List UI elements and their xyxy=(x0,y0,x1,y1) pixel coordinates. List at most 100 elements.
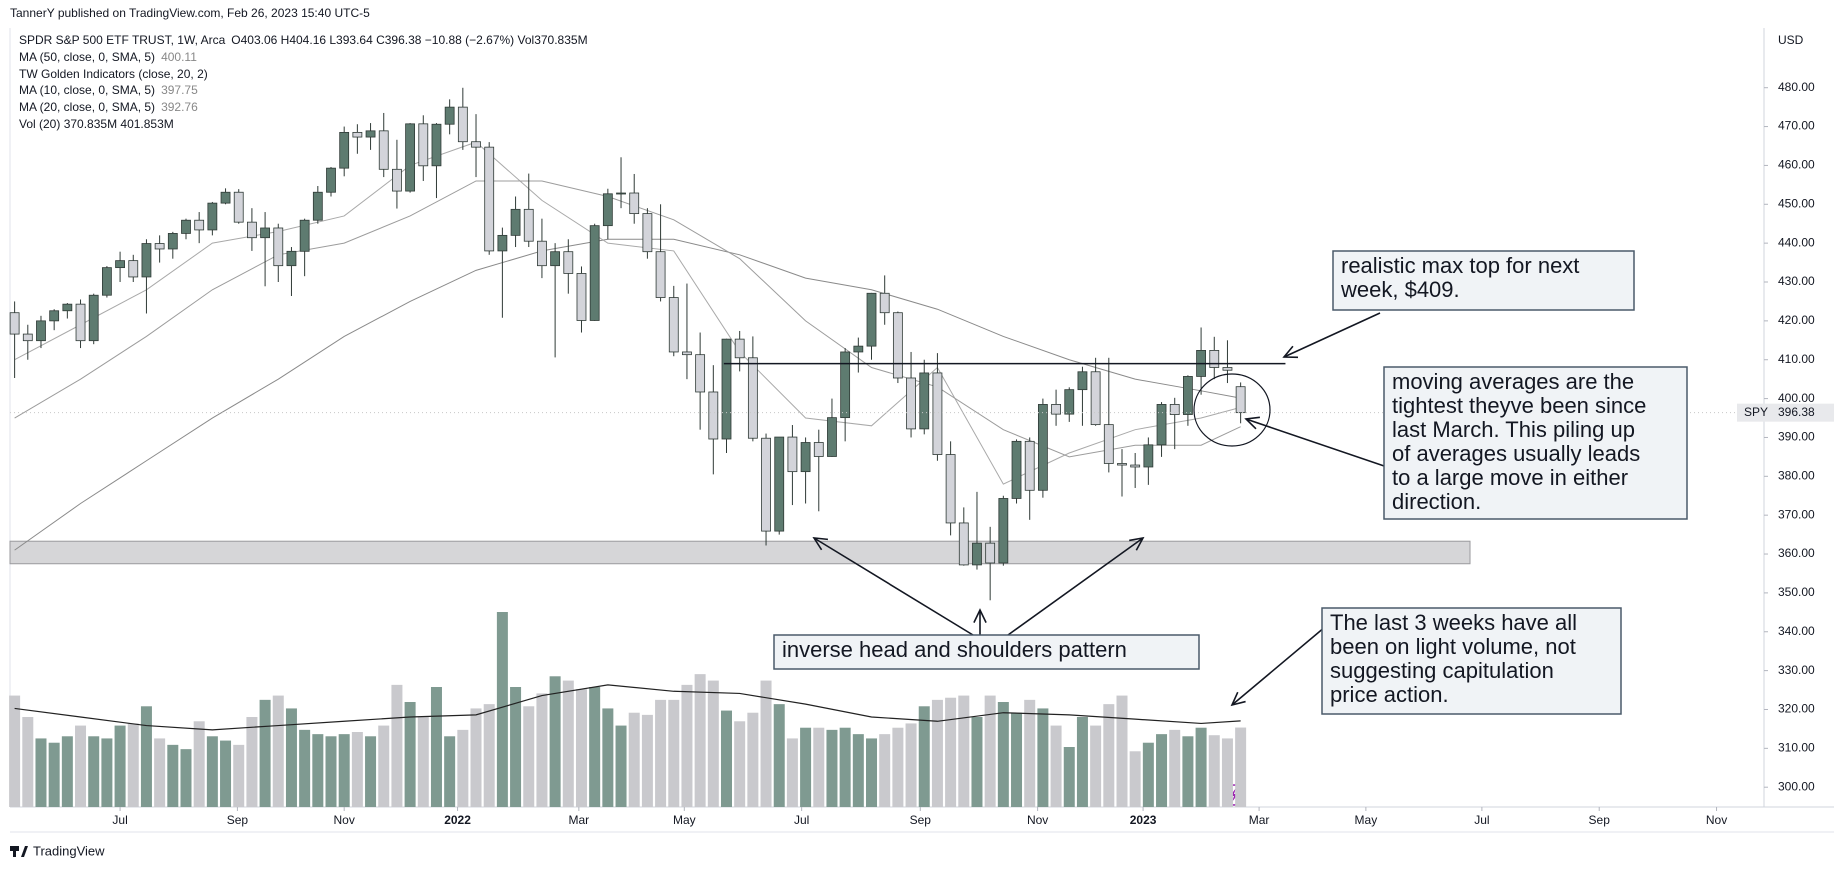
volume-bar xyxy=(905,723,917,807)
volume-bar xyxy=(206,736,218,807)
candle-body xyxy=(919,372,930,430)
volume-bar xyxy=(154,738,166,807)
volume-bar xyxy=(773,704,785,807)
symbol-tag: SPY xyxy=(1744,405,1768,419)
y-tick-label: 370.00 xyxy=(1778,507,1815,521)
volume-bar xyxy=(417,717,429,807)
note-line: to a large move in either xyxy=(1392,465,1628,490)
volume-bar xyxy=(628,712,640,807)
candle-body xyxy=(431,123,442,167)
candle-body xyxy=(378,130,389,170)
note-text: realistic max top for next week, $409. xyxy=(1340,253,1579,302)
volume-bar xyxy=(114,725,126,807)
volume-bar xyxy=(997,702,1009,807)
candle-body xyxy=(774,436,785,532)
volume-bar xyxy=(786,738,798,807)
volume-bar xyxy=(246,717,258,807)
y-tick-label: 380.00 xyxy=(1778,468,1815,482)
candle-body xyxy=(22,333,33,342)
volume-bar xyxy=(1235,727,1247,807)
volume-bar xyxy=(430,687,442,807)
arrow-head xyxy=(812,537,829,551)
volume-bar xyxy=(391,684,403,807)
arrow xyxy=(813,537,974,636)
volume-bar xyxy=(299,729,311,807)
candle-body xyxy=(537,240,547,267)
legend-text: Vol (20) 370.835M 401.853M xyxy=(19,117,174,131)
volume-bar xyxy=(457,729,469,807)
note-box xyxy=(1332,250,1635,311)
volume-bar xyxy=(813,727,825,807)
ma-line xyxy=(14,238,1241,551)
y-tick-label: 300.00 xyxy=(1778,779,1815,793)
arrow-head xyxy=(1244,416,1260,430)
candle-body xyxy=(734,338,745,359)
logo xyxy=(10,846,28,857)
legend-value: 392.76 xyxy=(161,100,198,114)
x-tick-label: Jul xyxy=(794,813,809,827)
volume-bar xyxy=(470,708,482,807)
volume-bar xyxy=(167,744,179,807)
legend-entry: TW Golden Indicators (close, 20, 2) xyxy=(19,67,208,81)
volume-bar xyxy=(272,695,284,807)
volume-bar xyxy=(549,676,561,807)
volume-bar xyxy=(61,736,73,807)
volume-bar xyxy=(800,727,812,807)
volume-bar xyxy=(351,732,363,807)
candle-body xyxy=(813,442,824,457)
arrow xyxy=(1231,626,1326,706)
volume-bar xyxy=(839,727,851,807)
volume-bar xyxy=(575,689,587,807)
candle-body xyxy=(312,191,323,221)
candle-body xyxy=(1130,464,1141,468)
candle-body xyxy=(972,542,982,566)
volume-bar xyxy=(48,742,60,807)
volume-bar xyxy=(1156,734,1168,807)
volume-bar xyxy=(1169,729,1181,807)
y-tick-label: 480.00 xyxy=(1778,80,1815,94)
candle-body xyxy=(655,251,666,298)
legend-text: MA (50, close, 0, SMA, 5) xyxy=(19,50,155,64)
y-tick-label: 430.00 xyxy=(1778,274,1815,288)
x-tick-label: Nov xyxy=(334,813,355,827)
volume-bar xyxy=(285,708,297,807)
candle-body xyxy=(101,267,112,296)
candle-body xyxy=(787,436,798,473)
candle-body xyxy=(194,219,205,231)
note-line: week, $409. xyxy=(1340,277,1460,302)
y-tick-label: 310.00 xyxy=(1778,741,1815,755)
y-tick-label: 390.00 xyxy=(1778,430,1815,444)
candle-body xyxy=(418,123,429,167)
volume-bar xyxy=(562,680,574,807)
candle-body xyxy=(1222,367,1233,371)
volume-bar xyxy=(1090,725,1102,807)
candle-body xyxy=(286,250,297,267)
candle-body xyxy=(1037,404,1048,491)
x-tick-label: Sep xyxy=(1589,813,1611,827)
volume-bar xyxy=(694,674,706,807)
candle-body xyxy=(1235,386,1246,414)
x-tick-label: Sep xyxy=(910,813,932,827)
candle-body xyxy=(365,130,376,138)
x-tick-label: 2023 xyxy=(1130,813,1157,827)
volume-bar xyxy=(325,736,337,807)
candle-body xyxy=(1051,404,1061,415)
arrow-head xyxy=(1129,536,1145,551)
candle-body xyxy=(563,251,574,274)
legend-value: 397.75 xyxy=(161,83,198,97)
candle-body xyxy=(761,437,771,532)
price-tag: 396.38 xyxy=(1778,405,1815,419)
y-tick-label: 360.00 xyxy=(1778,546,1815,560)
candle-body xyxy=(207,202,218,231)
volume-bar xyxy=(444,736,456,807)
note-line: tightest theyve been since xyxy=(1392,393,1646,418)
volume-bar xyxy=(404,702,416,807)
candle-body xyxy=(985,542,996,564)
x-tick-label: 2022 xyxy=(444,813,471,827)
volume-bar xyxy=(259,699,271,807)
note-line: suggesting capitulation xyxy=(1330,658,1554,683)
volume-bar xyxy=(1103,704,1115,807)
legend-text: MA (20, close, 0, SMA, 5) xyxy=(19,100,155,114)
volume-bar xyxy=(1182,736,1194,807)
